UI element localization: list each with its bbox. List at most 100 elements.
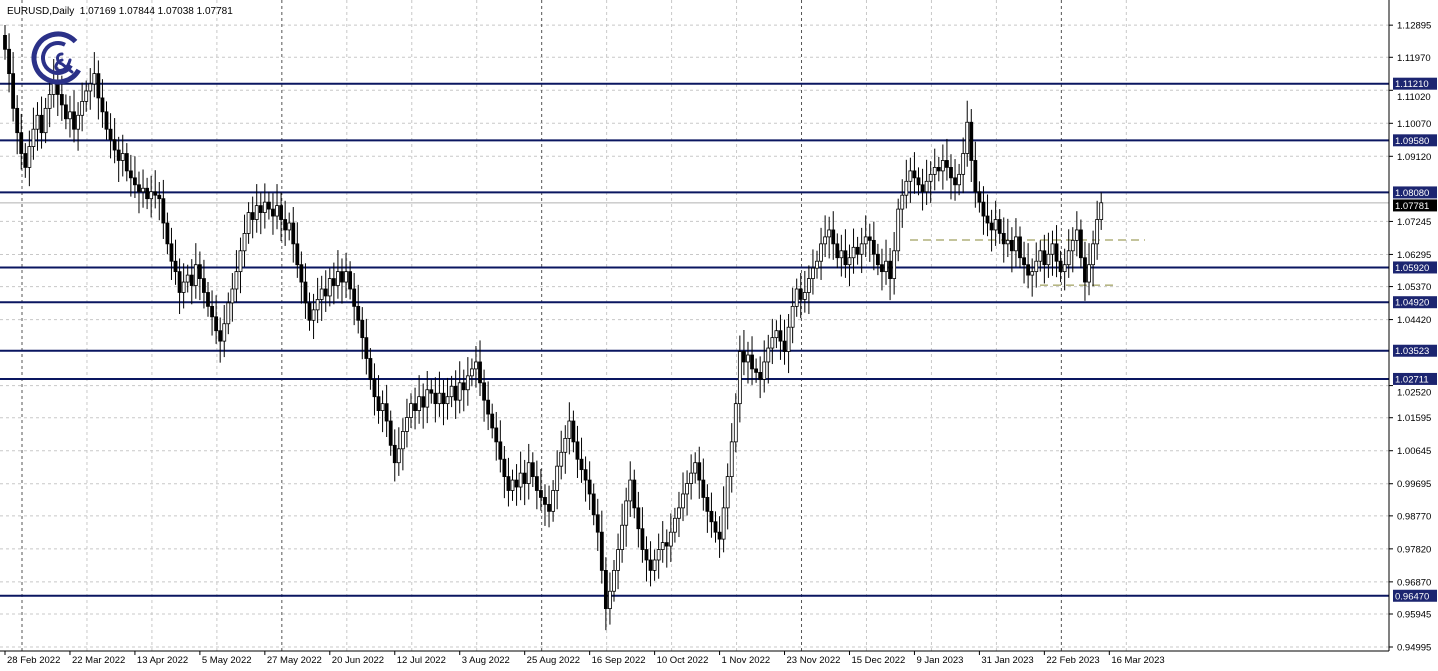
candle xyxy=(68,95,72,138)
candle xyxy=(64,94,68,130)
x-tick-label: 3 Aug 2022 xyxy=(462,655,510,666)
y-tick-label: 1.11970 xyxy=(1397,53,1431,64)
candle xyxy=(47,78,52,128)
candle xyxy=(896,198,901,262)
candle xyxy=(936,156,941,182)
candle-body-bear xyxy=(522,472,527,484)
candle xyxy=(599,510,604,584)
candle xyxy=(348,261,353,300)
candle-body-bear xyxy=(835,243,840,259)
candle xyxy=(1026,243,1031,289)
candle xyxy=(1018,226,1022,269)
x-tick-label: 12 Jul 2022 xyxy=(397,655,446,666)
candle-body-bear xyxy=(137,184,141,193)
level-label: 0.96470 xyxy=(1395,591,1429,602)
candle-body-bull xyxy=(1038,250,1043,262)
candle xyxy=(189,259,194,305)
candle xyxy=(449,375,454,408)
candle xyxy=(283,200,288,246)
candle xyxy=(413,387,417,430)
candle-body-bear xyxy=(1054,243,1059,262)
candle xyxy=(1001,217,1006,263)
candle xyxy=(1034,242,1039,288)
level-label: 1.03523 xyxy=(1395,346,1429,357)
candle-body-bear xyxy=(632,479,637,509)
candle xyxy=(3,24,7,60)
candle xyxy=(839,234,844,277)
candle-body-bear xyxy=(920,184,925,193)
candle xyxy=(685,470,689,516)
candle-body-bull xyxy=(932,167,937,175)
x-tick-label: 1 Nov 2022 xyxy=(722,655,771,666)
candle xyxy=(709,492,714,538)
candle-body-bear xyxy=(258,205,263,213)
symbol-label: EURUSD,Daily xyxy=(7,6,75,17)
candle xyxy=(620,503,625,563)
candle xyxy=(344,252,348,299)
candle xyxy=(1079,219,1083,269)
candle-body-bull xyxy=(559,451,564,467)
candle xyxy=(202,259,206,309)
candle-body-bull xyxy=(518,472,523,488)
candle xyxy=(806,265,811,315)
candle xyxy=(802,270,807,313)
x-tick-label: 23 Nov 2022 xyxy=(787,655,841,666)
candle-body-bull xyxy=(445,396,450,405)
candle xyxy=(985,194,990,237)
open-value: 1.07169 xyxy=(79,6,116,17)
candle-body-bear xyxy=(1083,257,1087,283)
candle xyxy=(1014,218,1018,267)
candle xyxy=(884,239,888,285)
candle xyxy=(210,290,214,336)
candle xyxy=(997,209,1002,244)
candle-body-bull xyxy=(721,507,726,540)
candle xyxy=(1083,241,1087,301)
candle-body-bear xyxy=(750,354,754,370)
candle xyxy=(603,557,608,631)
candle xyxy=(900,179,905,228)
candle-body-bear xyxy=(709,510,714,523)
candle xyxy=(551,480,555,522)
candle xyxy=(632,469,637,519)
candle xyxy=(469,358,474,387)
candle-body-bull xyxy=(47,94,52,109)
candle-body-bull xyxy=(884,260,888,273)
candle xyxy=(612,559,616,602)
candle-body-bear xyxy=(1018,236,1022,259)
candle-body-bull xyxy=(84,90,89,102)
candle-body-bear xyxy=(133,177,137,186)
candle-body-bear xyxy=(571,420,576,443)
candle-body-bear xyxy=(599,531,604,571)
candle xyxy=(961,137,966,194)
candle-body-bear xyxy=(640,528,645,550)
candle xyxy=(786,314,791,374)
candle xyxy=(311,293,316,340)
candle-body-bear xyxy=(916,177,921,186)
candle-body-bear xyxy=(871,239,876,255)
candle-body-bear xyxy=(340,271,344,283)
candle xyxy=(482,369,486,422)
candle xyxy=(1054,225,1059,278)
candle-body-bear xyxy=(1009,239,1014,252)
candle-body-bear xyxy=(100,97,105,113)
candle-body-bull xyxy=(92,73,97,85)
candle-body-bull xyxy=(847,257,852,266)
candle xyxy=(965,100,970,167)
candle-body-bull xyxy=(746,354,750,363)
candle-body-bull xyxy=(1046,253,1051,266)
candle xyxy=(84,80,89,112)
candle xyxy=(11,52,16,122)
candle-body-bear xyxy=(543,497,547,505)
candle xyxy=(766,334,771,384)
candle-body-bull xyxy=(1099,202,1104,220)
candle-body-bear xyxy=(165,222,170,245)
candle xyxy=(441,380,446,426)
candle-body-bear xyxy=(3,35,7,50)
candle-body-bull xyxy=(405,417,409,432)
candle xyxy=(1091,230,1095,287)
candle xyxy=(88,68,93,110)
candle xyxy=(953,159,957,201)
candle-body-bull xyxy=(786,326,791,352)
candle xyxy=(396,427,401,476)
